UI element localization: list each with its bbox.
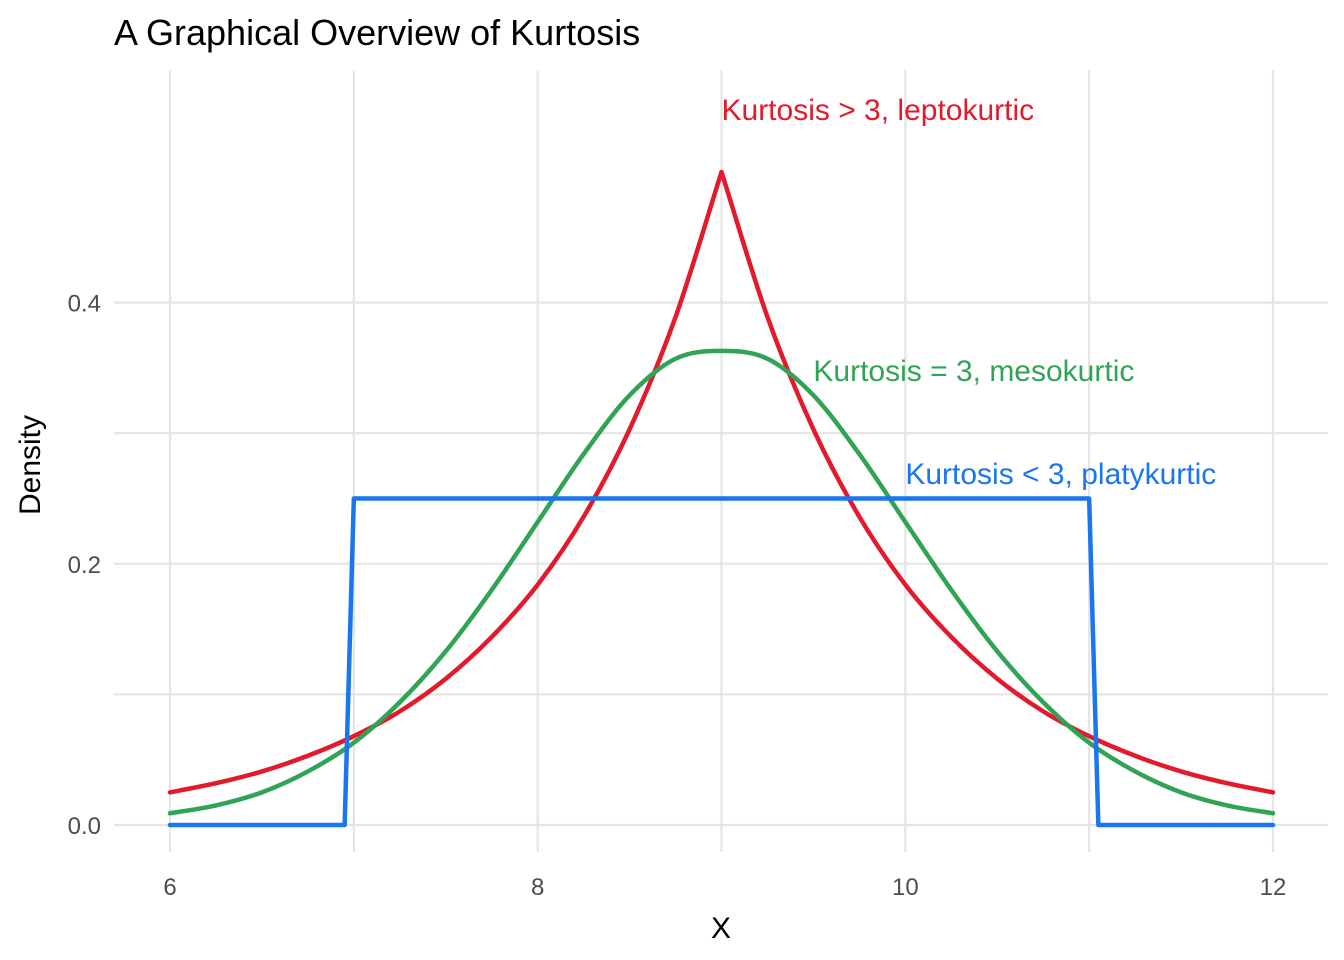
x-tick-label: 10 (892, 874, 919, 901)
x-tick-label: 12 (1260, 874, 1287, 901)
series-line-2 (167, 348, 1276, 816)
series-line-3 (167, 496, 1276, 828)
annotation-3: Kurtosis < 3, platykurtic (905, 458, 1216, 491)
y-tick-label: 0.2 (68, 552, 101, 579)
x-tick-label: 6 (163, 874, 176, 901)
annotation-1: Kurtosis > 3, leptokurtic (722, 94, 1035, 127)
y-axis-title: Density (14, 415, 47, 515)
annotation-2: Kurtosis = 3, mesokurtic (813, 355, 1134, 388)
x-tick-label: 8 (531, 874, 544, 901)
x-axis-title: X (711, 912, 731, 945)
chart-title: A Graphical Overview of Kurtosis (114, 12, 640, 53)
y-tick-label: 0.0 (68, 813, 101, 840)
grid (114, 70, 1328, 852)
y-tick-label: 0.4 (68, 291, 101, 318)
annotations: Kurtosis > 3, leptokurtic Kurtosis = 3, m… (722, 94, 1217, 491)
tick-labels: 6 8 10 12 0.0 0.2 0.4 (68, 291, 1287, 901)
series-group (167, 169, 1276, 828)
